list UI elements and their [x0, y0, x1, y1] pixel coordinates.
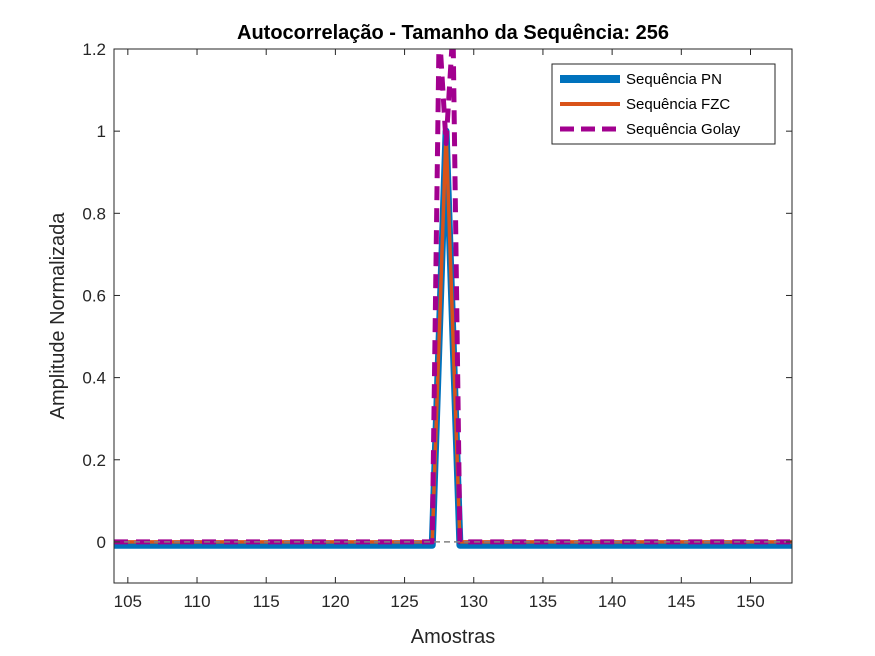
- y-axis-label: Amplitude Normalizada: [47, 212, 69, 420]
- axes-box: [113, 48, 793, 584]
- x-tick-label: 130: [460, 592, 488, 611]
- y-tick-label: 1: [97, 122, 106, 141]
- x-tick-label: 110: [183, 592, 210, 611]
- chart-title: Autocorrelação - Tamanho da Sequência: 2…: [237, 22, 669, 44]
- x-tick-label: 115: [253, 592, 280, 611]
- x-tick-label: 120: [321, 592, 349, 611]
- x-tick-label: 150: [736, 592, 764, 611]
- y-tick-label: 0.8: [82, 204, 106, 223]
- x-tick-label: 145: [667, 592, 695, 611]
- y-tick-label: 1.2: [82, 40, 106, 59]
- tick-layer: 105 110 115 120 125 130 135 140 145 150 0 0.2 0.4 0.6…: [82, 40, 792, 611]
- y-tick-label: 0: [97, 533, 106, 552]
- legend: Sequência PN Sequência FZC Sequência Gol…: [551, 63, 776, 145]
- x-tick-label: 140: [598, 592, 626, 611]
- y-tick-label: 0.2: [82, 451, 106, 470]
- y-tick-label: 0.4: [82, 369, 106, 388]
- legend-label-pn: Sequência PN: [626, 71, 722, 88]
- x-axis-label: Amostras: [411, 626, 495, 648]
- legend-label-golay: Sequência Golay: [626, 121, 741, 138]
- series-layer: [114, 49, 792, 549]
- x-tick-label: 125: [390, 592, 418, 611]
- y-tick-label: 0.6: [82, 286, 106, 305]
- legend-label-fzc: Sequência FZC: [626, 96, 730, 113]
- x-tick-label: 135: [529, 592, 557, 611]
- x-tick-label: 105: [114, 592, 142, 611]
